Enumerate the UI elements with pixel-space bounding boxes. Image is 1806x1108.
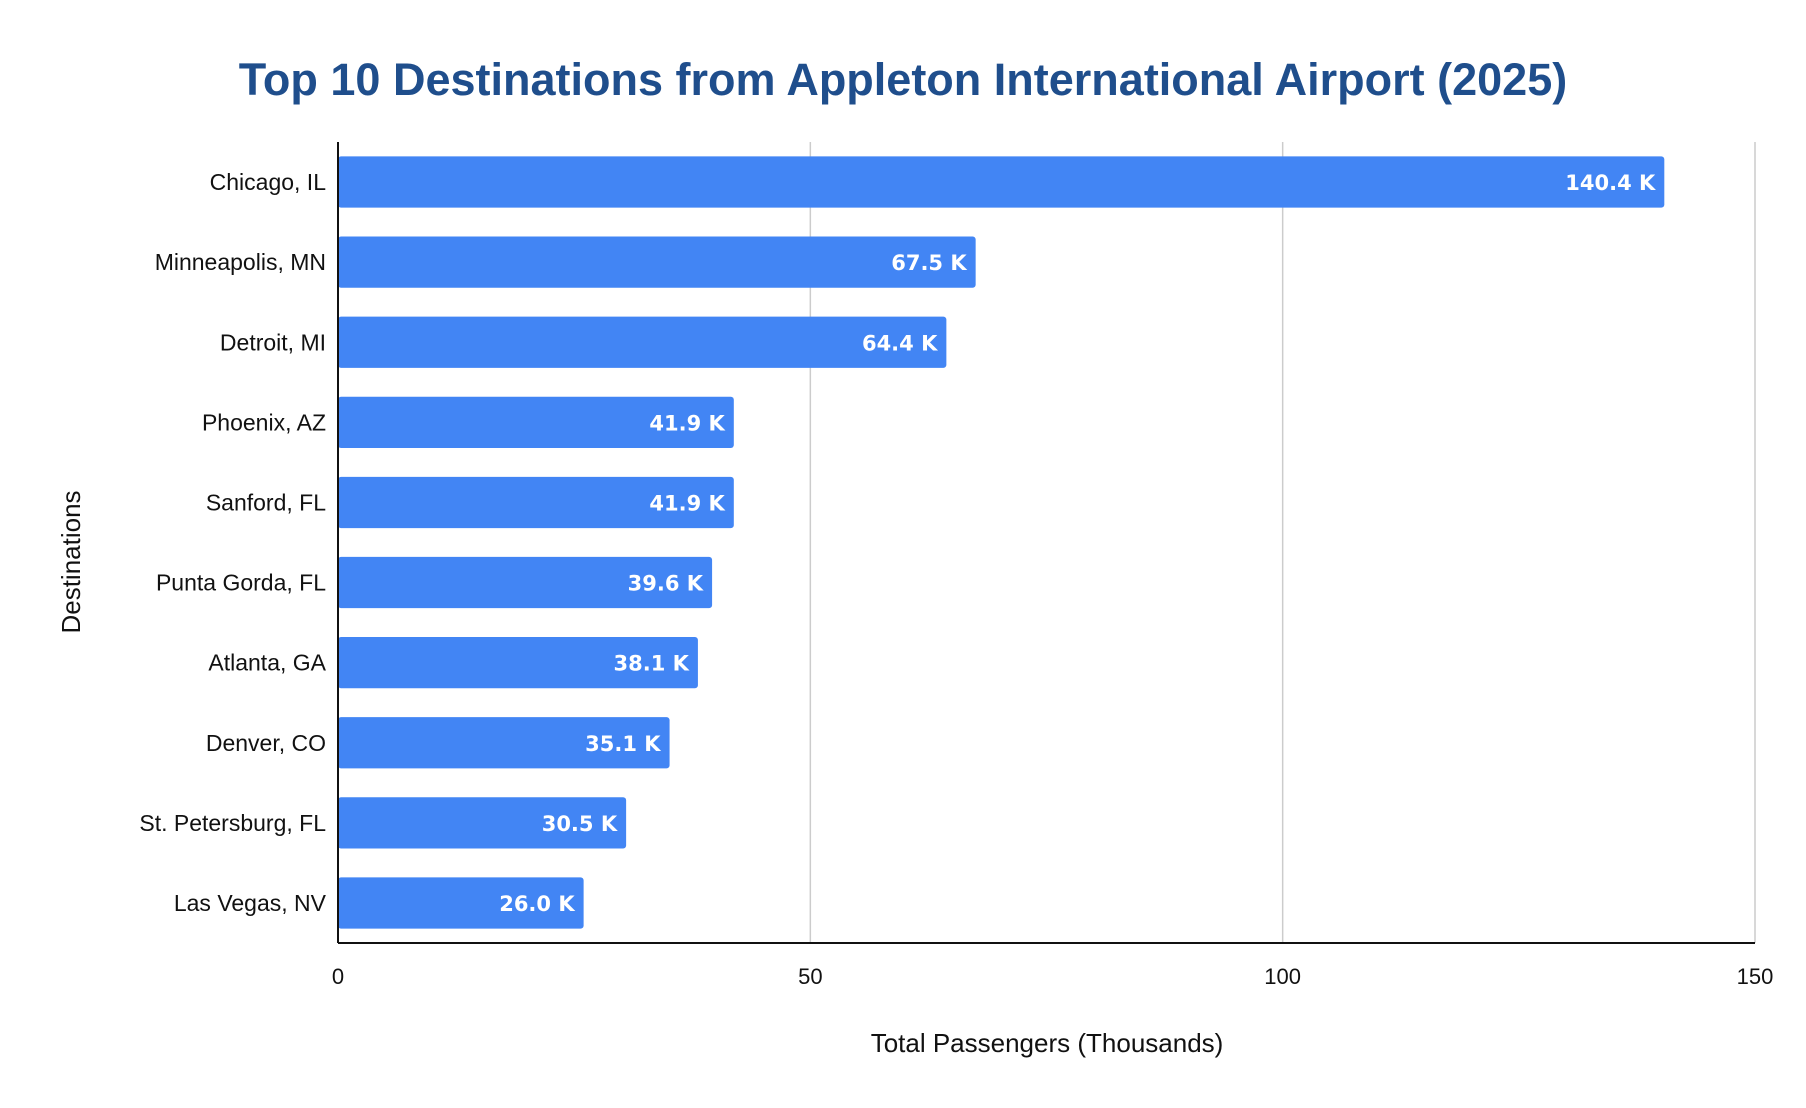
bar <box>338 156 1665 208</box>
category-label: Phoenix, AZ <box>202 409 326 435</box>
x-tick-label: 50 <box>798 964 822 989</box>
bar <box>338 476 734 529</box>
data-label: 30.5 K <box>542 812 618 836</box>
bar <box>338 556 713 609</box>
data-label: 41.9 K <box>649 411 725 435</box>
category-label: Minneapolis, MN <box>155 249 326 275</box>
y-axis-title: Destinations <box>56 490 86 633</box>
bar <box>338 717 670 769</box>
bar <box>338 637 698 689</box>
category-label: Punta Gorda, FL <box>156 570 326 596</box>
category-label: Atlanta, GA <box>208 650 326 676</box>
bar <box>338 236 976 288</box>
category-label: Chicago, IL <box>210 169 327 195</box>
bars <box>338 156 1665 929</box>
data-label: 38.1 K <box>614 652 690 676</box>
category-label: St. Petersburg, FL <box>139 810 326 836</box>
data-label: 140.4 K <box>1565 171 1656 195</box>
data-label: 67.5 K <box>891 251 967 275</box>
category-label: Las Vegas, NV <box>174 890 327 916</box>
x-tick-label: 150 <box>1737 964 1774 989</box>
x-tick-label: 0 <box>332 964 344 989</box>
category-label: Detroit, MI <box>220 329 326 355</box>
data-label: 35.1 K <box>585 732 661 756</box>
data-label: 39.6 K <box>628 572 704 596</box>
labels: 0 50 100 150 Chicago, IL 140.4 K Minneapolis, … <box>139 169 1773 989</box>
bar <box>338 877 584 929</box>
axes <box>337 142 1755 944</box>
bar <box>338 396 734 448</box>
data-label: 41.9 K <box>649 491 725 515</box>
x-tick-label: 100 <box>1264 964 1301 989</box>
category-label: Sanford, FL <box>206 489 326 515</box>
data-label: 64.4 K <box>862 331 938 355</box>
bar <box>338 797 627 849</box>
x-axis-title: Total Passengers (Thousands) <box>871 1028 1224 1058</box>
bar <box>338 316 947 368</box>
chart-title: Top 10 Destinations from Appleton Intern… <box>239 54 1567 105</box>
category-label: Denver, CO <box>206 730 326 756</box>
data-label: 26.0 K <box>499 892 575 916</box>
